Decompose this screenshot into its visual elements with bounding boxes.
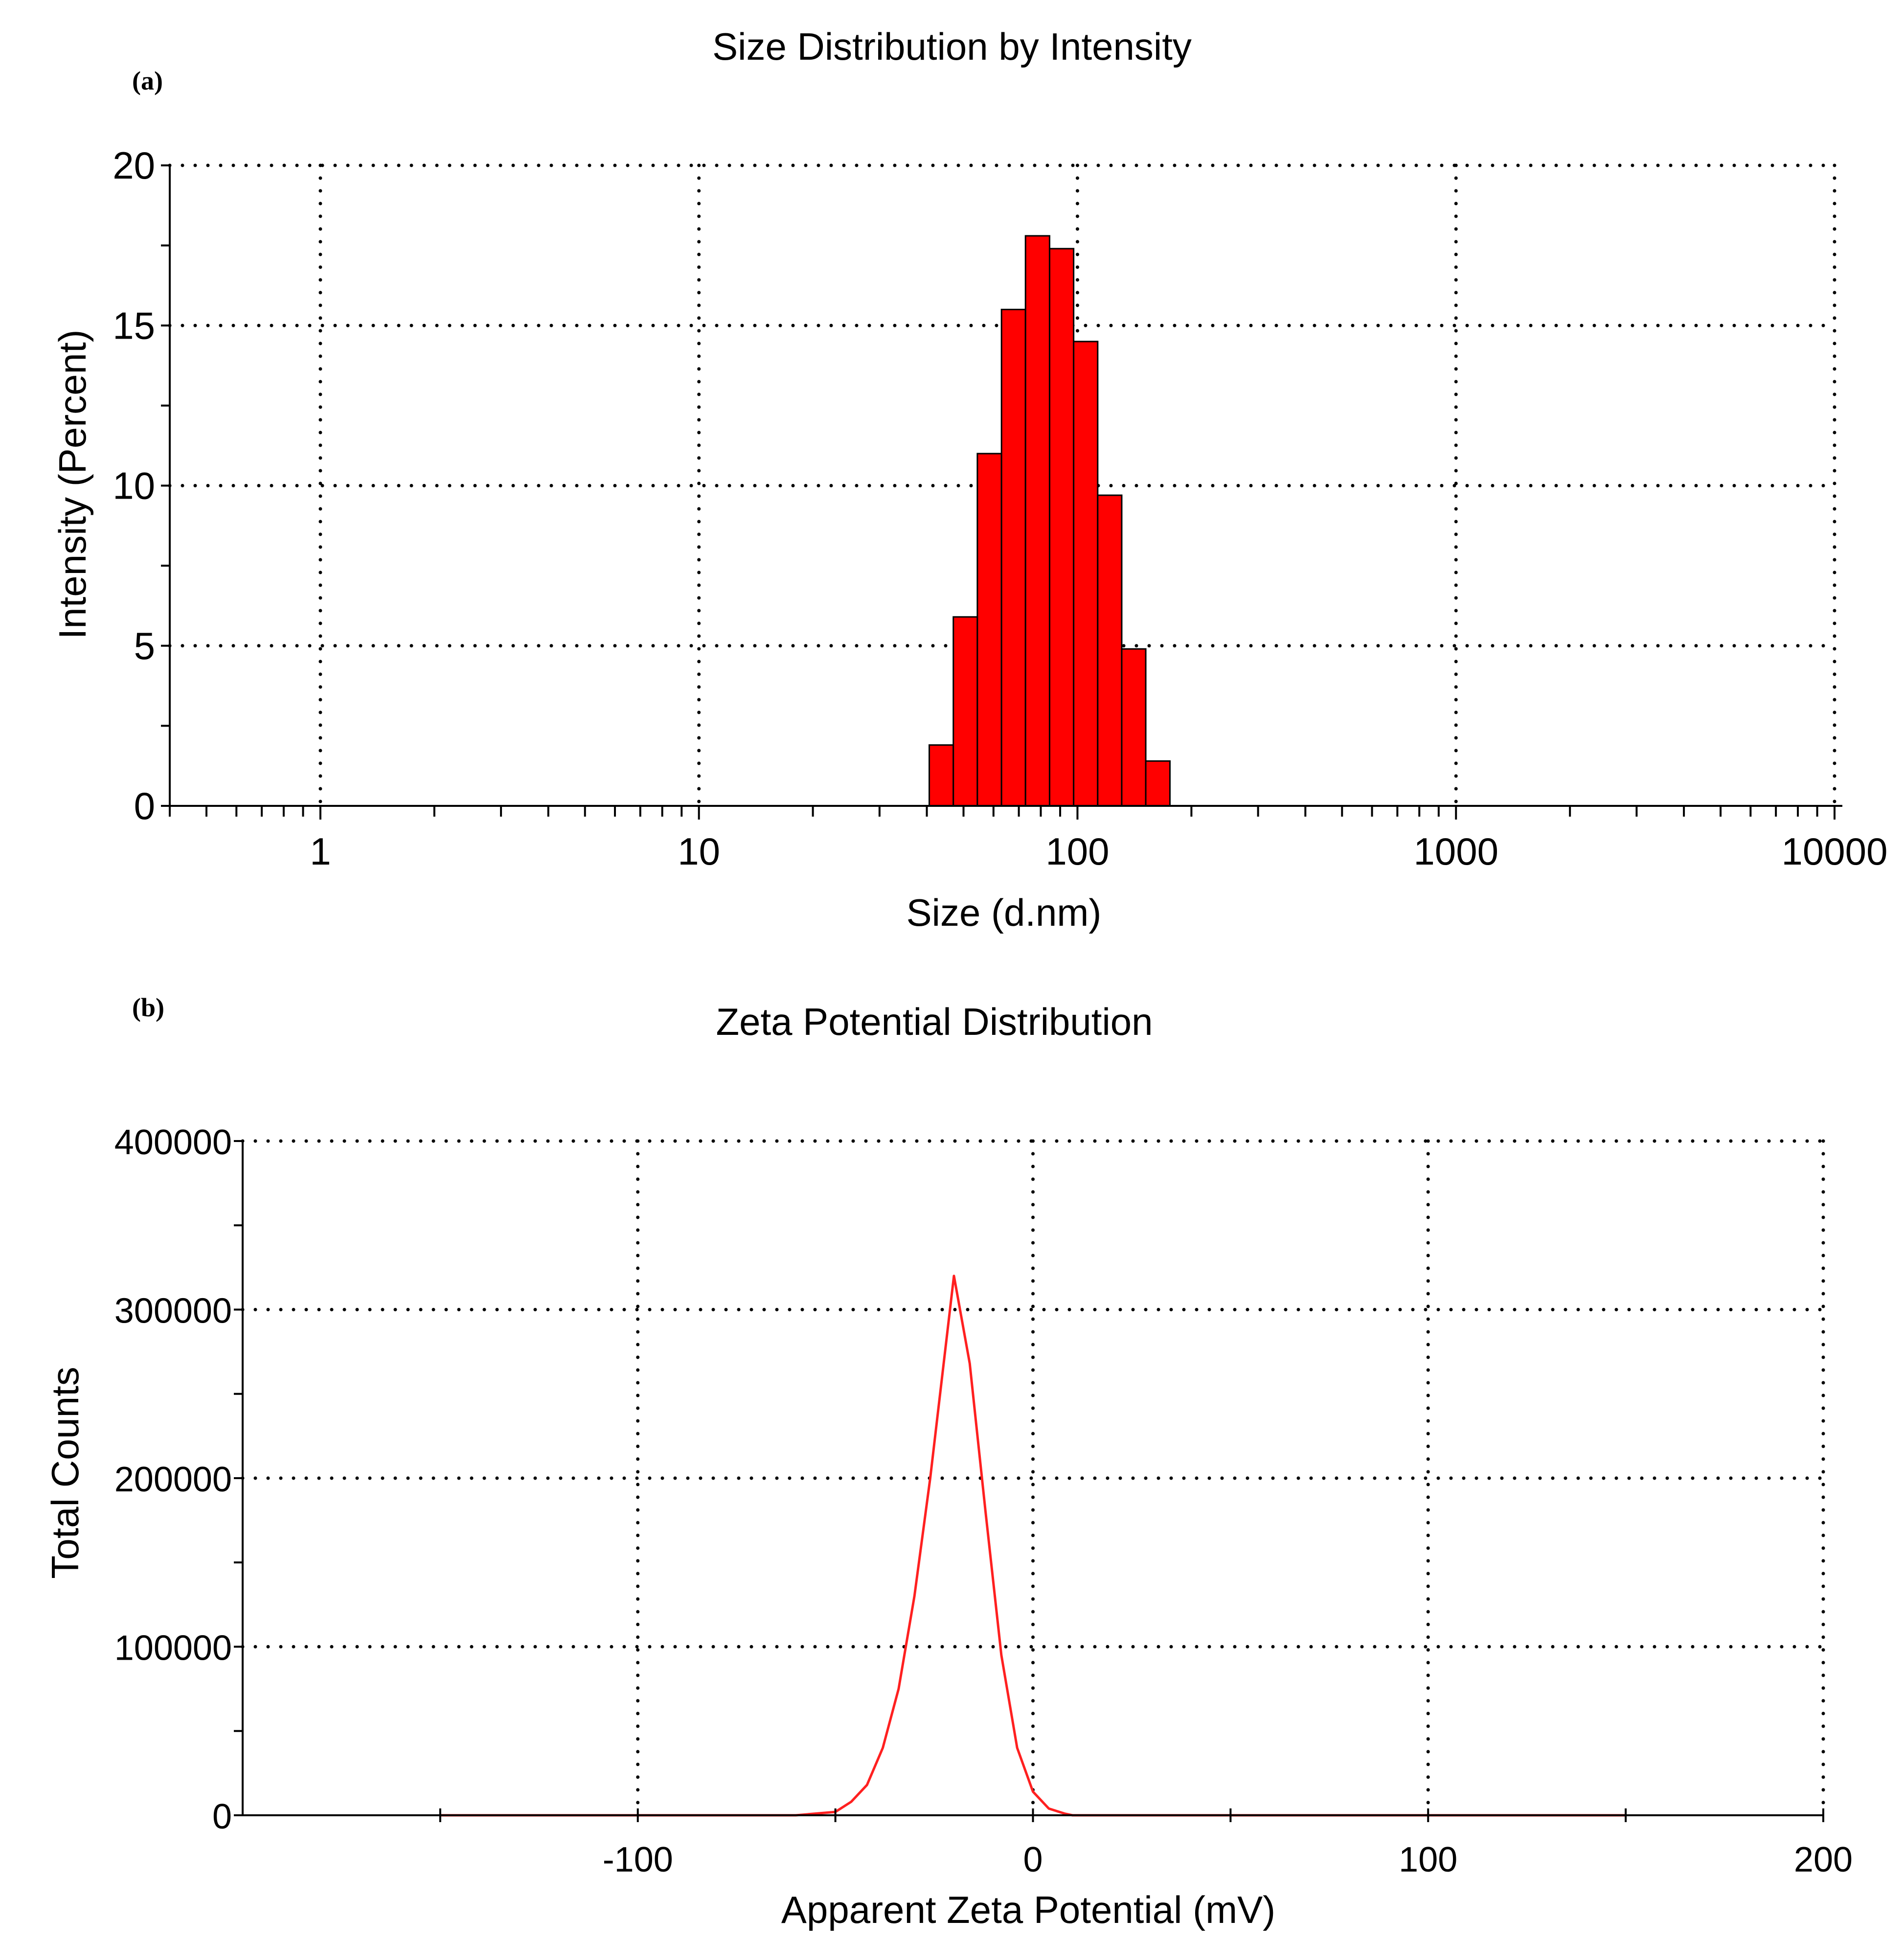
line-b — [440, 1275, 1626, 1817]
y-tick-label-b: 100000 — [114, 1629, 232, 1668]
chart-title-a: Size Distribution by Intensity — [712, 25, 1192, 68]
x-tick-labels-b: -100 0 100 200 — [603, 1840, 1853, 1879]
bar — [952, 616, 978, 807]
bar — [929, 744, 954, 807]
y-tick-label-a: 5 — [134, 624, 155, 667]
y-tick-label-b: 300000 — [114, 1292, 232, 1331]
bar — [1073, 341, 1099, 807]
x-tick-label-b: 0 — [1023, 1840, 1043, 1879]
y-tick-label-b: 200000 — [114, 1460, 232, 1499]
y-tick-labels-b: 0 100000 200000 300000 400000 — [114, 1123, 232, 1836]
axes-b — [234, 1140, 1824, 1822]
bar — [1097, 494, 1123, 807]
y-tick-label-b: 400000 — [114, 1123, 232, 1162]
bar — [1145, 760, 1171, 807]
x-tick-labels-a: 1 10 100 1000 10000 — [310, 830, 1887, 873]
bar — [1000, 309, 1026, 807]
chart-title-b: Zeta Potential Distribution — [716, 1000, 1153, 1043]
grid-b — [241, 1139, 1825, 1817]
bar — [1048, 248, 1075, 807]
panel-label-b: (b) — [132, 993, 164, 1022]
size-distribution-panel: (a) Size Distribution by Intensity 05101… — [51, 25, 1887, 934]
y-axis-label-a: Intensity (Percent) — [51, 330, 94, 640]
y-axis-label-b: Total Counts — [44, 1367, 87, 1579]
x-tick-label-b: 200 — [1794, 1840, 1853, 1879]
x-tick-label-a: 1000 — [1413, 830, 1498, 873]
y-tick-label-a: 0 — [134, 784, 155, 827]
bars-a — [929, 235, 1171, 807]
x-axis-label-a: Size (d.nm) — [907, 891, 1102, 934]
x-tick-label-b: 100 — [1399, 1840, 1457, 1879]
x-axis-label-b: Apparent Zeta Potential (mV) — [781, 1888, 1275, 1931]
zeta-potential-panel: (b) Zeta Potential Distribution 0 100000 2… — [44, 993, 1853, 1931]
x-tick-label-a: 10000 — [1782, 830, 1888, 873]
y-tick-label-a: 20 — [113, 144, 155, 187]
bar — [1024, 235, 1050, 807]
x-tick-label-a: 100 — [1045, 830, 1109, 873]
axes-a — [161, 164, 1842, 820]
y-tick-labels-a: 0 5 10 15 20 — [113, 144, 155, 827]
bar — [1121, 648, 1147, 807]
panel-label-a: (a) — [132, 66, 163, 95]
y-tick-label-a: 10 — [113, 464, 155, 507]
x-tick-label-a: 10 — [678, 830, 720, 873]
x-tick-label-a: 1 — [310, 830, 331, 873]
x-tick-label-b: -100 — [603, 1840, 673, 1879]
series-line — [440, 1275, 1626, 1817]
y-tick-label-b: 0 — [212, 1797, 232, 1836]
bar — [976, 453, 1002, 807]
y-tick-label-a: 15 — [113, 304, 155, 347]
